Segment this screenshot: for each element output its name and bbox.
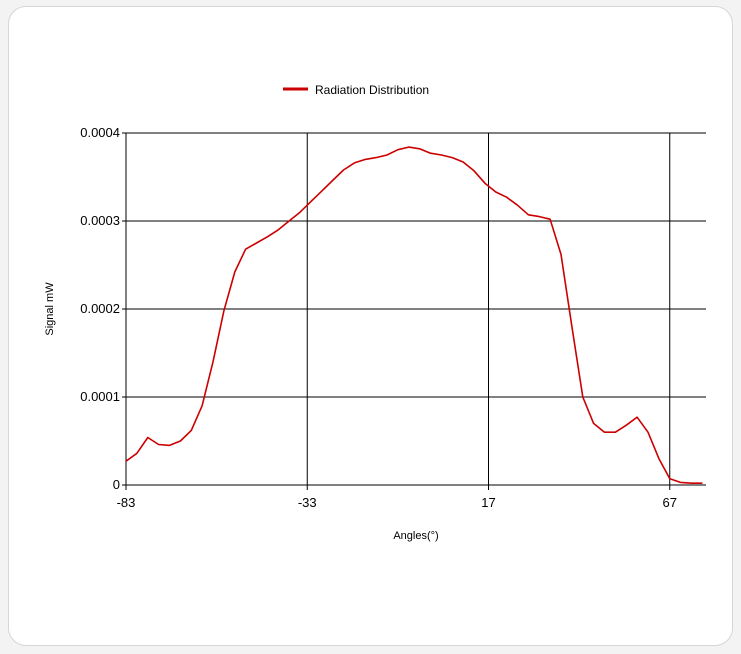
x-axis-title: Angles(°) bbox=[393, 530, 438, 542]
legend-label-radiation-distribution: Radiation Distribution bbox=[315, 83, 429, 97]
plot-axes bbox=[122, 132, 706, 490]
grid-lines bbox=[126, 132, 706, 485]
y-tick-label: 0.0003 bbox=[80, 213, 120, 228]
x-tick-label: 67 bbox=[663, 495, 677, 510]
tick-labels: 0 0.0001 0.0002 0.0003 0.0004 -83 -33 17 67 bbox=[80, 125, 677, 510]
x-tick-label: -83 bbox=[117, 495, 136, 510]
legend: Radiation Distribution bbox=[283, 83, 429, 97]
y-tick-label: 0 bbox=[113, 477, 120, 492]
series-group bbox=[125, 146, 703, 485]
y-tick-label: 0.0001 bbox=[80, 389, 120, 404]
series-line-radiation-distribution bbox=[125, 146, 703, 485]
x-tick-label: 17 bbox=[481, 495, 495, 510]
x-tick-label: -33 bbox=[298, 495, 317, 510]
y-tick-label: 0.0004 bbox=[80, 125, 120, 140]
y-axis-title: Signal mW bbox=[44, 282, 56, 336]
chart-panel: 0 0.0001 0.0002 0.0003 0.0004 -83 -33 17 67 Radi… bbox=[8, 6, 733, 646]
line-chart: 0 0.0001 0.0002 0.0003 0.0004 -83 -33 17 67 Radi… bbox=[44, 83, 706, 542]
y-tick-label: 0.0002 bbox=[80, 301, 120, 316]
